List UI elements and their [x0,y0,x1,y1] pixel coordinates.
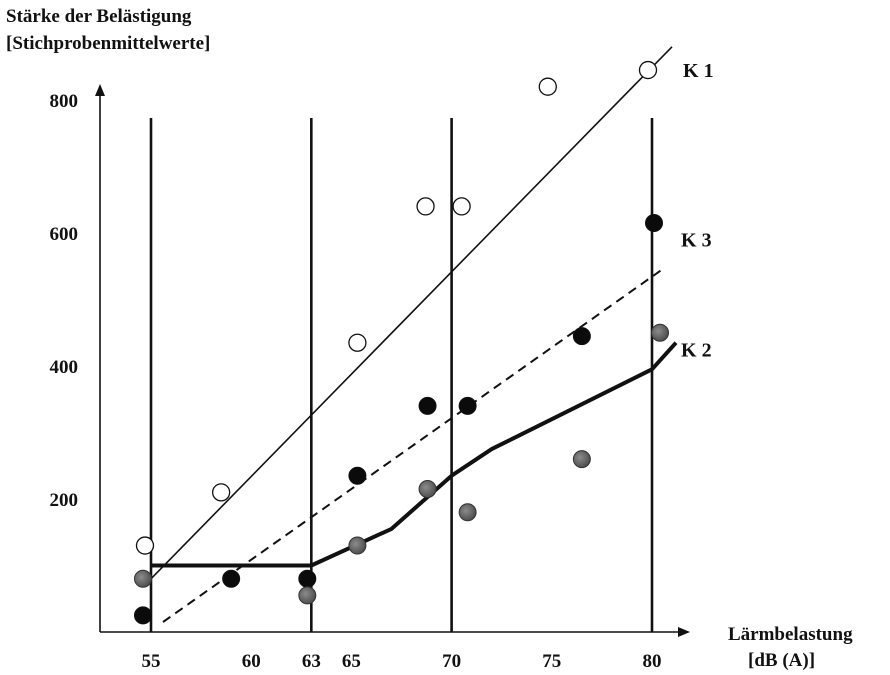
y-axis-arrow [95,84,105,96]
fit-line [162,268,663,623]
x-tick-label: 70 [442,651,461,672]
x-axis-arrow [678,627,690,637]
black-point [458,396,477,415]
open-circle-point [638,60,658,80]
y-tick-label: 200 [50,490,79,511]
x-axis-title-line2: [dB (A)] [748,650,816,671]
open-circle-point [135,536,155,555]
gray-point [348,536,367,555]
x-tick-label: 60 [242,651,261,672]
x-tick-label: 75 [542,651,561,672]
y-axis-title-line2: [Stichprobenmittelwerte] [6,33,211,54]
labels-layer: K 1 K 3 K 2 [681,60,714,361]
gray-point [651,323,670,342]
black-point [645,214,664,233]
open-circle-point [416,197,435,216]
x-tick-label: 80 [643,651,662,672]
black-point [298,569,317,588]
points-layer [133,60,670,625]
gray-point [418,480,437,499]
y-tick-label: 800 [50,91,79,112]
open-circle-point [211,483,231,502]
series-label: K 1 [683,60,714,82]
open-circle-point [348,333,367,352]
y-axis-title-line1: Stärke der Belästigung [6,6,192,27]
open-circle-point [538,77,557,96]
gray-point [458,503,477,522]
y-tick-label: 600 [50,224,79,245]
x-tick-label: 55 [142,651,161,672]
black-point [572,327,591,346]
gray-point [133,569,152,588]
black-point [133,606,152,625]
fit-line [151,341,678,568]
axes-layer: 200 400 600 800 55 60 63 65 70 75 80 [50,84,690,672]
x-tick-label: 63 [302,651,321,672]
black-point [222,569,241,588]
x-axis-title-line1: Lärmbelastung [728,624,853,645]
black-point [348,466,367,485]
open-circle-point [452,197,471,216]
vertical-lines-layer [149,118,654,632]
fit-lines-layer [150,46,678,623]
black-point [418,396,437,415]
fit-line [150,46,673,580]
x-tick-label: 65 [342,651,361,672]
series-label: K 2 [681,339,712,361]
gray-point [572,450,591,469]
series-label: K 3 [681,230,712,252]
y-tick-label: 400 [50,357,79,378]
gray-point [298,586,317,605]
